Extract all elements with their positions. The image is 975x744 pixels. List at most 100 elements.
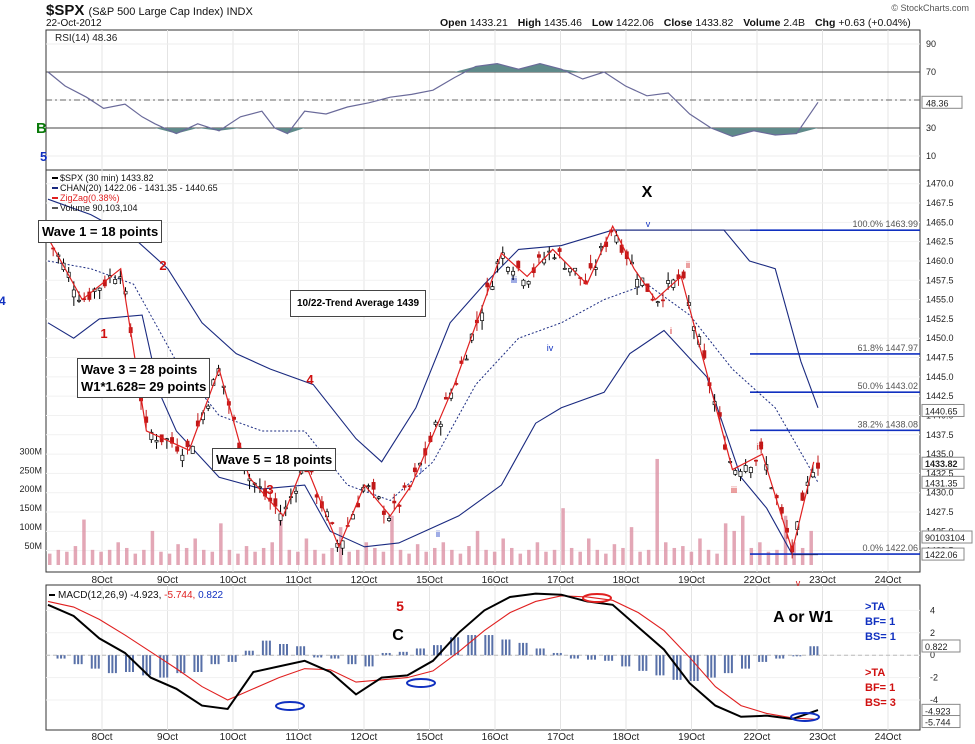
- macd-histogram-bar: [368, 655, 371, 667]
- macd-histogram-bar: [539, 648, 542, 656]
- wave-label-red-small: iii: [731, 485, 737, 495]
- macd-histogram-bar: [210, 655, 213, 665]
- volume-tick-label: 200M: [19, 484, 42, 494]
- volume-bar: [107, 549, 112, 565]
- price-bar-body: [655, 301, 660, 304]
- volume-bar: [741, 515, 745, 565]
- macd-histogram-bar: [812, 646, 815, 656]
- x-tick-label-bottom: 8Oct: [91, 732, 112, 743]
- volume-bar: [612, 544, 617, 565]
- price-tick-label: 1447.5: [926, 353, 954, 363]
- price-bar-body: [154, 440, 159, 443]
- symbol-description: (S&P 500 Large Cap Index) INDX: [88, 6, 253, 18]
- crossover-ellipse: [582, 593, 612, 603]
- macd-histogram-bar: [689, 655, 692, 681]
- rsi-tick-label: 90: [926, 39, 936, 49]
- price-bar-body: [738, 471, 743, 477]
- volume-bar: [424, 551, 428, 565]
- volume-bar: [381, 551, 386, 565]
- macd-tick-label: 4: [930, 605, 935, 615]
- volume-bar: [142, 549, 146, 565]
- macd-five-label: 5: [396, 598, 404, 614]
- macd-histogram-bar: [316, 655, 319, 658]
- fib-label: 50.0% 1443.02: [857, 381, 918, 391]
- volume-bar: [681, 546, 685, 565]
- macd-histogram-bar: [453, 637, 456, 656]
- ta-bottom-item: BS= 3: [865, 697, 896, 709]
- volume-bar: [587, 538, 591, 565]
- macd-histogram-bar: [628, 655, 631, 667]
- macd-right-label: 0.822: [925, 642, 948, 652]
- macd-histogram-bar: [641, 655, 644, 671]
- price-bar-body: [505, 267, 510, 272]
- macd-histogram-bar: [333, 655, 336, 659]
- rsi-line: [47, 62, 819, 138]
- volume-bar: [723, 523, 728, 565]
- price-bar-body: [480, 312, 485, 321]
- side-mark-b: B: [36, 120, 47, 137]
- wave3-annotation: Wave 3 = 28 points W1*1.628= 29 points: [77, 358, 211, 398]
- price-bar-body: [402, 485, 407, 488]
- volume-bar: [193, 538, 197, 565]
- macd-histogram-bar: [795, 655, 798, 657]
- macd-c-label: C: [392, 627, 404, 644]
- macd-histogram-bar: [162, 655, 165, 678]
- rsi-oversold-fill: [48, 128, 818, 137]
- wave-label-red: 3: [266, 482, 273, 497]
- stat-chg: Chg +0.63 (+0.04%): [814, 17, 911, 29]
- channel-upper-line: [47, 198, 819, 463]
- volume-bar: [510, 547, 514, 565]
- wave-label-blue: v: [646, 219, 651, 229]
- price-right-box: [921, 530, 973, 544]
- price-bar-body: [614, 235, 619, 243]
- rsi-tick-label: 30: [926, 123, 936, 133]
- macd-histogram-bar: [474, 635, 477, 656]
- macd-histogram-bar: [149, 655, 152, 676]
- volume-tick-label: 150M: [19, 503, 42, 513]
- macd-tick-label: -4: [930, 695, 938, 705]
- price-legend-item: $SPX (30 min) 1433.82: [60, 173, 154, 183]
- macd-histogram-bar: [645, 655, 648, 671]
- macd-histogram-bar: [231, 655, 234, 662]
- volume-bar: [176, 544, 180, 565]
- volume-bar: [646, 549, 651, 565]
- volume-bar: [279, 519, 283, 565]
- volume-bar: [210, 551, 215, 565]
- wave-label-blue: iii: [511, 275, 517, 285]
- price-tick-label: 1445.0: [926, 372, 954, 382]
- crossover-ellipse: [406, 678, 436, 688]
- x-tick-label: 9Oct: [157, 575, 178, 586]
- volume-bar: [629, 527, 634, 565]
- stat-high: High 1435.46: [517, 17, 585, 29]
- macd-histogram-bar: [744, 655, 747, 669]
- macd-histogram-bar: [624, 655, 627, 667]
- chart-date: 22-Oct-2012: [46, 18, 102, 29]
- price-bar-body: [562, 267, 567, 270]
- ta-top-item: >TA: [865, 601, 885, 613]
- stat-open: Open 1433.21: [440, 17, 511, 29]
- volume-bar: [347, 551, 351, 565]
- price-bar-body: [521, 279, 526, 287]
- macd-histogram-bar: [268, 640, 271, 656]
- macd-tick-label: 2: [930, 628, 935, 638]
- macd-histogram-bar: [542, 648, 545, 656]
- macd-histogram-bar: [364, 655, 367, 667]
- volume-tick-label: 300M: [19, 446, 42, 456]
- price-tick-label: 1462.5: [926, 237, 954, 247]
- ta-bottom-item: >TA: [865, 667, 885, 679]
- trend-average-annotation: 10/22-Trend Average 1439: [290, 290, 427, 317]
- ta-top-item: BS= 1: [865, 631, 896, 643]
- macd-histogram-bar: [816, 646, 819, 656]
- macd-histogram-bar: [179, 655, 182, 674]
- wave-label-blue: i: [420, 465, 422, 475]
- volume-bar: [527, 549, 531, 565]
- price-bar-body: [309, 470, 314, 473]
- macd-histogram-bar: [809, 646, 812, 656]
- volume-bar: [261, 547, 266, 565]
- macd-histogram-bar: [792, 655, 795, 657]
- macd-histogram-bar: [261, 640, 264, 656]
- macd-histogram-bar: [621, 655, 624, 667]
- x-tick-label-bottom: 12Oct: [351, 732, 378, 743]
- x-tick-label-bottom: 10Oct: [220, 732, 247, 743]
- wave-x-label: X: [642, 184, 653, 201]
